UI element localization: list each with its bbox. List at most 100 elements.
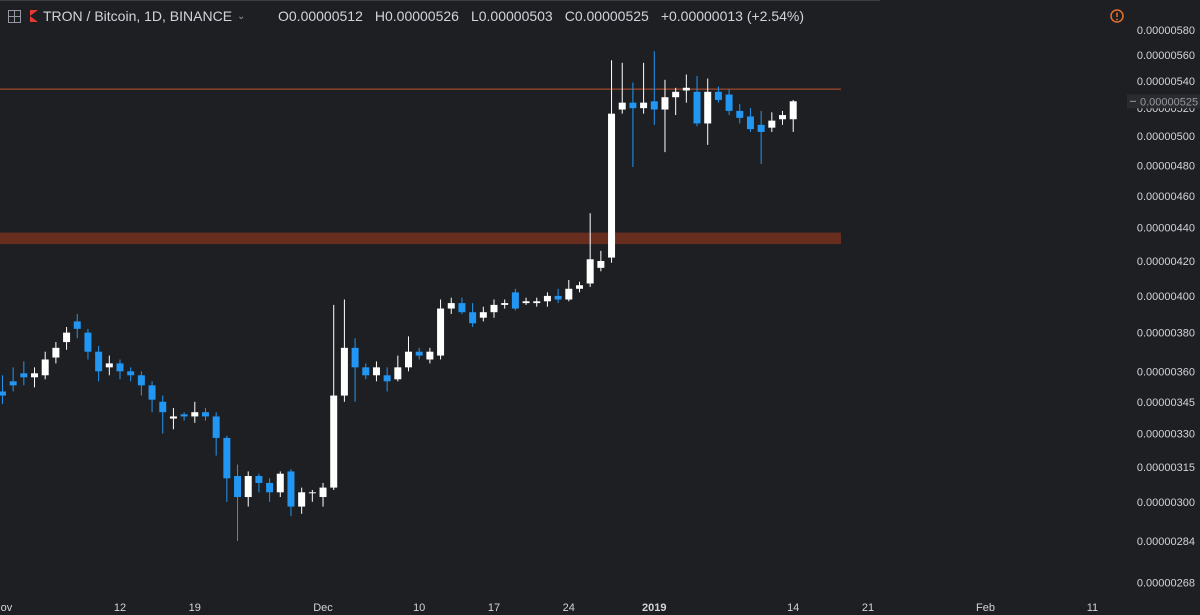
candle bbox=[533, 297, 541, 307]
price-tick-label: 0.00000500 bbox=[1137, 131, 1195, 143]
alert-icon[interactable] bbox=[1110, 9, 1124, 23]
candle-body bbox=[63, 332, 71, 343]
candle bbox=[565, 279, 573, 302]
candle-body bbox=[255, 476, 263, 483]
candle bbox=[394, 355, 402, 382]
time-tick-label: 12 bbox=[114, 602, 126, 614]
time-tick-label: 10 bbox=[413, 602, 425, 614]
candle bbox=[191, 401, 199, 423]
candle-body bbox=[629, 102, 637, 109]
candle-body bbox=[287, 471, 295, 507]
candle bbox=[276, 471, 284, 498]
symbol-group[interactable]: TRON / Bitcoin, 1D, BINANCE ⌄ bbox=[8, 8, 245, 24]
candle-body bbox=[640, 102, 648, 109]
price-tick-label: 0.00000580 bbox=[1137, 25, 1195, 37]
candle-body bbox=[0, 391, 6, 396]
candle-body bbox=[501, 303, 509, 305]
candle-body bbox=[223, 437, 231, 479]
candle bbox=[714, 86, 722, 103]
time-tick-label: 11 bbox=[1087, 602, 1098, 614]
candle bbox=[308, 489, 316, 502]
price-tick-label: 0.00000460 bbox=[1137, 191, 1195, 203]
candle bbox=[501, 299, 509, 309]
candle-body bbox=[479, 312, 487, 318]
candle bbox=[757, 110, 765, 164]
candle-body bbox=[244, 476, 252, 498]
price-tick-label: 0.00000440 bbox=[1137, 223, 1195, 235]
candle bbox=[543, 292, 551, 307]
candle-body bbox=[383, 375, 391, 382]
candle bbox=[201, 408, 209, 421]
candle-body bbox=[511, 292, 519, 309]
time-tick-label: Dec bbox=[313, 602, 333, 614]
candle bbox=[779, 110, 787, 125]
candle bbox=[287, 469, 295, 517]
candle bbox=[426, 347, 434, 364]
symbol-title[interactable]: TRON / Bitcoin, 1D, BINANCE bbox=[43, 8, 233, 24]
low-value: L0.00000503 bbox=[470, 8, 553, 24]
price-axis: 0.000005800.000005600.000005400.00000520… bbox=[1124, 0, 1200, 615]
candle bbox=[84, 328, 92, 360]
candle bbox=[212, 412, 220, 456]
candle-body bbox=[469, 312, 477, 324]
price-tick-label: 0.00000420 bbox=[1137, 256, 1195, 268]
time-tick-label: 14 bbox=[787, 602, 799, 614]
candle bbox=[63, 326, 71, 350]
candle bbox=[746, 108, 754, 132]
candle-body bbox=[714, 91, 722, 100]
price-tick-label: 0.00000480 bbox=[1137, 160, 1195, 172]
price-tick-label: 0.00000330 bbox=[1137, 429, 1195, 441]
candle bbox=[351, 338, 359, 402]
candle bbox=[437, 299, 445, 360]
time-tick-label: 21 bbox=[862, 602, 874, 614]
candle bbox=[330, 304, 338, 490]
time-tick-label: 24 bbox=[563, 602, 575, 614]
candle-body bbox=[426, 351, 434, 360]
time-tick-label: 17 bbox=[488, 602, 500, 614]
candle-body bbox=[682, 87, 690, 91]
candle-body bbox=[554, 295, 562, 300]
close-value: C0.00000525 bbox=[564, 8, 649, 24]
candle bbox=[597, 250, 605, 272]
candle-body bbox=[52, 347, 60, 358]
candle-body bbox=[212, 416, 220, 438]
candle bbox=[490, 299, 498, 318]
drawings-layer bbox=[0, 88, 841, 245]
candle bbox=[405, 336, 413, 372]
chart-header: TRON / Bitcoin, 1D, BINANCE ⌄ O0.0000051… bbox=[0, 0, 1124, 34]
candle-body bbox=[586, 259, 594, 284]
candle-body bbox=[704, 91, 712, 124]
chevron-down-icon[interactable]: ⌄ bbox=[237, 10, 246, 22]
time-tick-label: 2019 bbox=[642, 602, 666, 614]
candle bbox=[116, 359, 124, 380]
candle-body bbox=[394, 367, 402, 380]
candle bbox=[383, 367, 391, 392]
candle bbox=[511, 288, 519, 311]
candle bbox=[73, 314, 81, 339]
price-tick-label: 0.00000380 bbox=[1137, 328, 1195, 340]
candle-body bbox=[372, 367, 380, 376]
top-border bbox=[0, 0, 880, 1]
candle-body bbox=[661, 97, 669, 110]
candle-body bbox=[608, 113, 616, 258]
candle-body bbox=[618, 102, 626, 110]
candle bbox=[137, 371, 145, 396]
candle-body bbox=[490, 304, 498, 313]
candle bbox=[768, 112, 776, 132]
price-tick-label: 0.00000284 bbox=[1137, 536, 1195, 548]
candle-body bbox=[137, 375, 145, 386]
tron-logo-icon bbox=[30, 10, 38, 22]
time-tick-label: Feb bbox=[976, 602, 995, 614]
crosshair-icon[interactable] bbox=[8, 9, 21, 23]
candle-body bbox=[116, 363, 124, 372]
candle bbox=[127, 367, 135, 382]
candle-body bbox=[415, 351, 423, 356]
candle bbox=[234, 464, 242, 541]
candle-body bbox=[405, 351, 413, 368]
price-tick-label: 0.00000560 bbox=[1137, 50, 1195, 62]
candle-body bbox=[597, 260, 605, 268]
candle bbox=[95, 345, 103, 382]
candle bbox=[672, 87, 680, 116]
candle bbox=[640, 62, 648, 114]
